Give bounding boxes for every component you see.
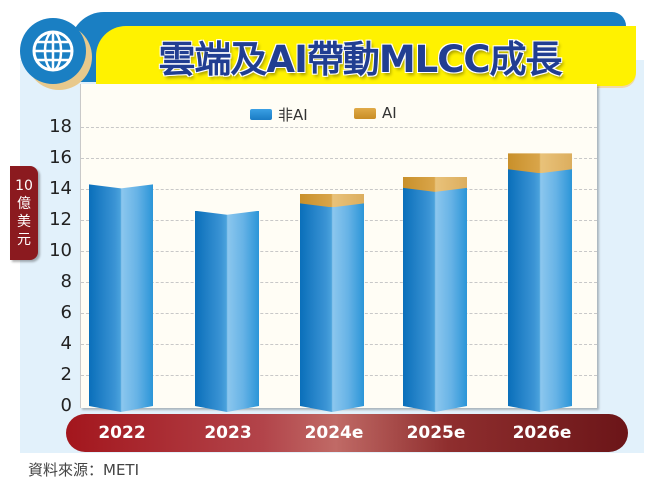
legend-swatch-ai (354, 107, 376, 119)
x-axis-band: 2022 2023 2024e 2025e 2026e (66, 414, 628, 452)
y-tick-label: 16 (49, 147, 72, 168)
gridline (81, 189, 597, 190)
x-tick-label: 2024e (304, 423, 364, 443)
bar-2025e (403, 177, 467, 412)
legend-swatch-non-ai (250, 109, 272, 120)
y-unit-char: 元 (17, 232, 31, 248)
header-banner-yellow (96, 26, 636, 86)
x-tick-label: 2023 (204, 423, 252, 443)
legend-label: 非AI (278, 106, 308, 124)
bar-segment-ai (508, 153, 572, 173)
chart-title: 雲端及AI帶動MLCC成長 (158, 38, 562, 81)
y-tick-label: 12 (49, 209, 72, 230)
source-note: 資料來源：METI (28, 461, 140, 479)
y-unit-char: 億 (17, 196, 31, 212)
bar-2023 (195, 211, 259, 412)
legend-item-ai: AI (354, 104, 397, 122)
y-tick-label: 8 (60, 271, 72, 292)
bar-segment-non-ai (89, 184, 153, 412)
gridline (81, 127, 597, 128)
globe-icon (32, 30, 74, 72)
legend-item-non-ai: 非AI (250, 104, 308, 125)
y-tick-label: 4 (60, 333, 72, 354)
bar-2024e (300, 194, 364, 412)
y-tick-label: 6 (60, 302, 72, 323)
bar-segment-non-ai (300, 201, 364, 412)
y-axis-unit-label: 10 億 美 元 (10, 166, 38, 260)
legend-label: AI (382, 104, 397, 122)
x-tick-label: 2025e (406, 423, 466, 443)
y-tick-label: 10 (49, 240, 72, 261)
y-tick-label: 2 (60, 364, 72, 385)
bar-2022 (89, 184, 153, 412)
globe-badge (20, 18, 86, 84)
bar-segment-non-ai (508, 167, 572, 412)
bar-segment-non-ai (403, 186, 467, 412)
x-tick-label: 2022 (98, 423, 146, 443)
gridline (81, 158, 597, 159)
bar-segment-ai (403, 177, 467, 192)
y-tick-label: 0 (60, 395, 72, 416)
bar-2026e (508, 153, 572, 412)
y-tick-label: 18 (49, 116, 72, 137)
y-unit-char: 美 (17, 214, 31, 230)
y-tick-label: 14 (49, 178, 72, 199)
y-unit-char: 10 (15, 178, 33, 194)
x-tick-label: 2026e (512, 423, 572, 443)
bar-segment-non-ai (195, 211, 259, 412)
bar-segment-ai (300, 194, 364, 208)
